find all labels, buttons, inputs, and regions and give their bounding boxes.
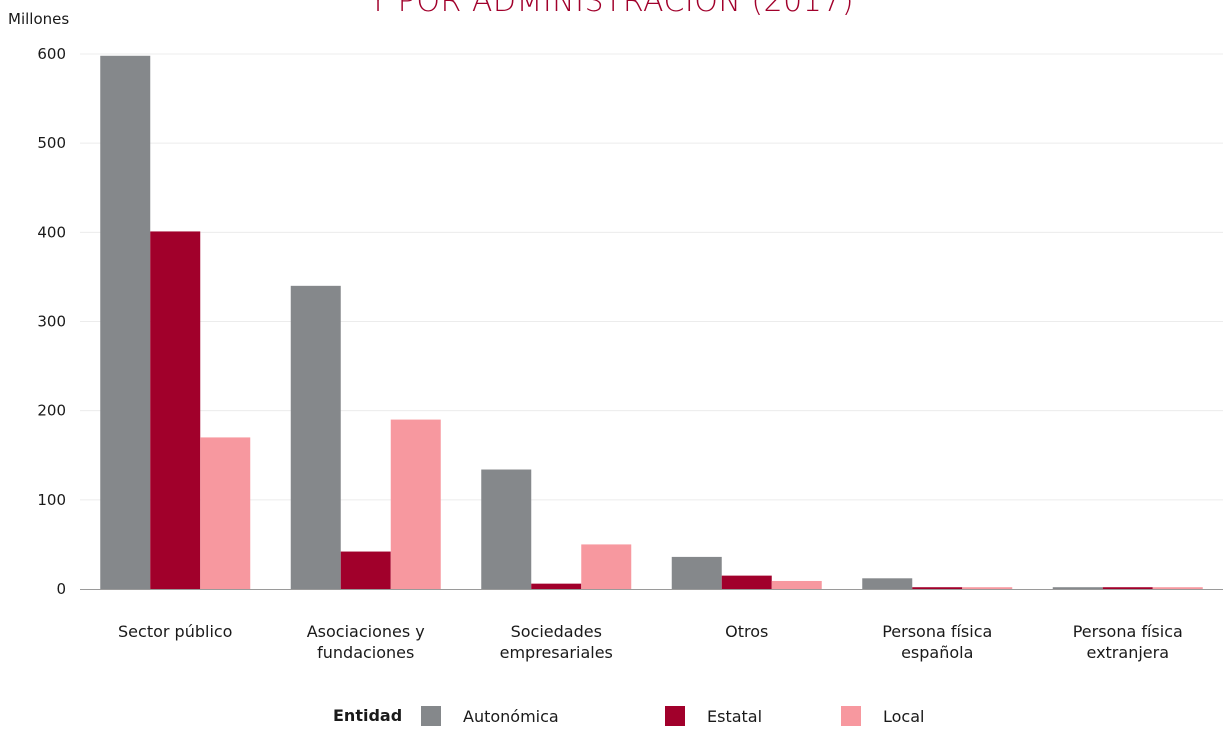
bar — [481, 469, 532, 589]
x-tick-label: Persona física española — [882, 622, 992, 662]
bar — [581, 544, 632, 589]
bar — [150, 231, 201, 590]
bar — [390, 419, 441, 589]
x-tick-label: Otros — [725, 622, 768, 641]
x-axis-tick-labels: Sector público Asociaciones y fundaciones S… — [118, 622, 1183, 662]
legend-swatch-autonomica — [421, 706, 441, 726]
bar — [290, 285, 341, 589]
legend-label-estatal: Estatal — [707, 706, 763, 726]
plot-area: 0 100 200 300 400 500 600 Sector público Asocia… — [37, 45, 1223, 662]
bar — [340, 551, 391, 589]
bar — [721, 575, 772, 589]
x-tick-label: Sociedades empresariales — [500, 622, 613, 662]
y-tick-label: 0 — [56, 580, 66, 598]
bar — [1102, 587, 1153, 589]
y-tick-label: 500 — [37, 134, 66, 152]
y-tick-label: 200 — [37, 402, 66, 420]
gridlines — [80, 53, 1223, 501]
y-tick-label: 400 — [37, 223, 66, 241]
legend-title: Entidad — [333, 706, 403, 725]
chart-title: Y POR ADMINISTRACIÓN (2017) — [368, 0, 855, 19]
legend-label-local: Local — [883, 706, 925, 726]
bar — [1052, 587, 1103, 589]
bar — [671, 556, 722, 589]
legend-label-autonomica: Autonómica — [463, 706, 559, 726]
legend-swatch-estatal — [665, 706, 685, 726]
bar — [862, 578, 913, 589]
x-tick-label: Sector público — [118, 622, 232, 641]
bar — [912, 587, 963, 589]
bar — [200, 437, 251, 589]
legend-item-autonomica: Autonómica — [421, 706, 559, 726]
bar — [100, 55, 151, 590]
x-tick-label: Asociaciones y fundaciones — [307, 622, 425, 662]
legend-item-estatal: Estatal — [665, 706, 762, 726]
legend-swatch-local — [841, 706, 861, 726]
y-tick-label: 600 — [37, 45, 66, 63]
y-axis-unit-label: Millones — [8, 10, 70, 28]
bar — [531, 583, 582, 589]
bar — [1152, 587, 1203, 589]
y-tick-label: 100 — [37, 491, 66, 509]
legend: Entidad Autonómica Estatal Local — [0, 706, 1223, 730]
legend-item-local: Local — [841, 706, 924, 726]
bar — [771, 580, 822, 589]
y-tick-label: 300 — [37, 313, 66, 331]
bars — [100, 55, 1203, 590]
y-axis-tick-labels: 0 100 200 300 400 500 600 — [37, 45, 66, 598]
x-tick-label: Persona física extranjera — [1073, 622, 1183, 662]
bar — [962, 587, 1013, 589]
